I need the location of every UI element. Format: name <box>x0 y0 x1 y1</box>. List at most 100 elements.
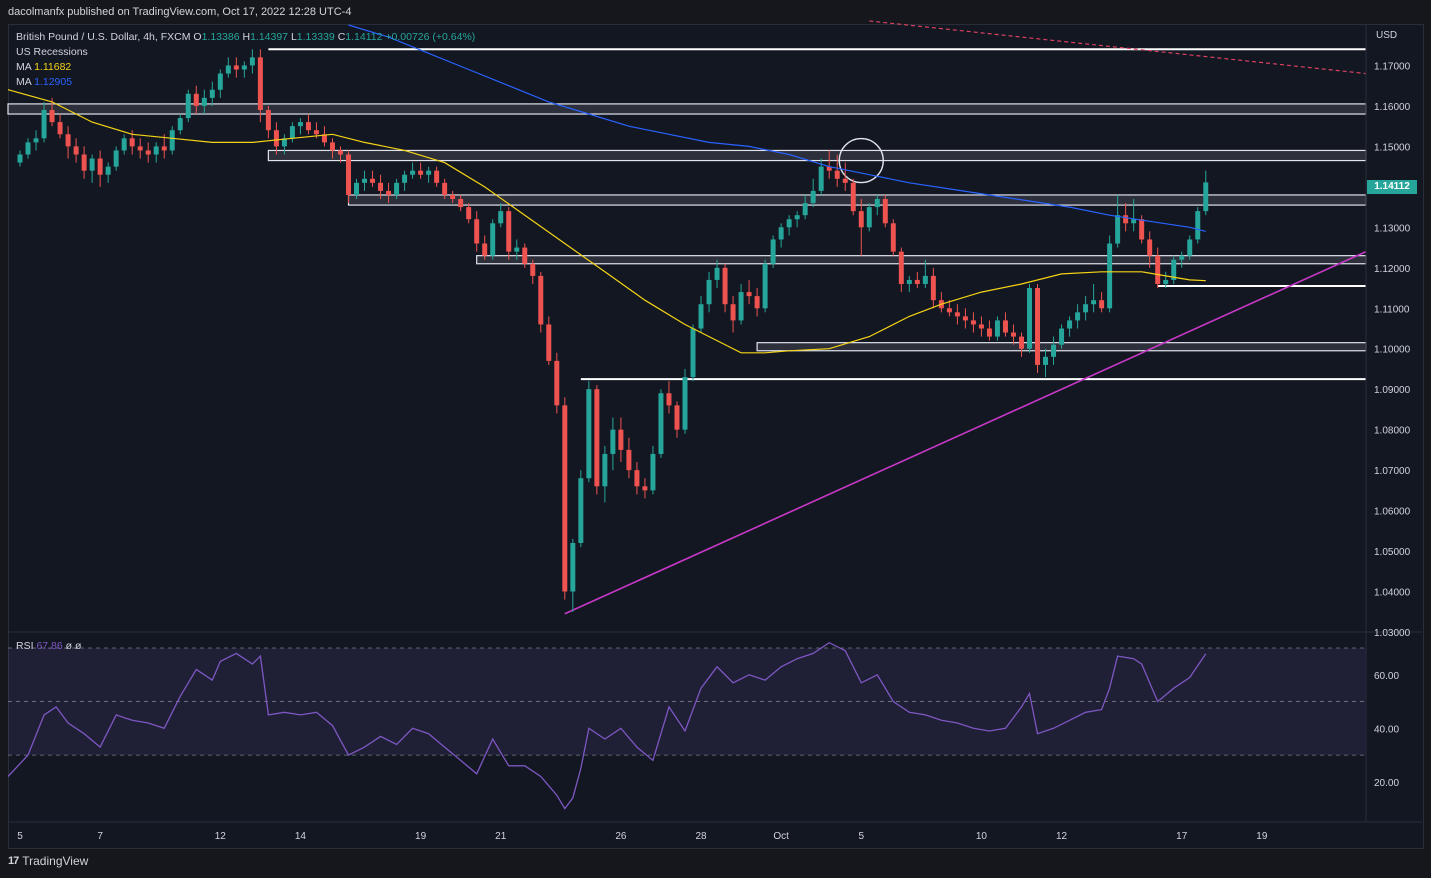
candle <box>778 223 784 248</box>
candle <box>233 57 239 78</box>
y-tick-label: 1.04000 <box>1374 588 1411 599</box>
candle <box>1027 283 1032 353</box>
candle-body <box>410 170 416 175</box>
highlight-circle <box>838 137 884 184</box>
moving-averages <box>7 24 1206 354</box>
candle-body <box>802 203 808 216</box>
candle-body <box>914 279 920 284</box>
candle-body <box>1171 259 1177 280</box>
candle <box>938 292 944 313</box>
candle-body <box>570 542 576 592</box>
candle <box>297 118 303 135</box>
candle-body <box>1035 288 1040 365</box>
candle <box>1059 324 1065 349</box>
footer-brand[interactable]: 17 TradingView <box>8 854 88 868</box>
candle <box>994 316 1000 341</box>
candle-body <box>1187 239 1193 256</box>
sr-levels <box>268 48 1366 381</box>
candle-body <box>33 138 39 143</box>
candle <box>81 146 87 179</box>
legend-open-label: O <box>193 31 202 43</box>
legend-change: +0.00726 (+0.64%) <box>385 31 476 43</box>
candle <box>586 381 592 483</box>
legend-recessions[interactable]: US Recessions <box>16 46 88 58</box>
candle <box>289 122 295 143</box>
rsi-label: RSI <box>16 640 34 652</box>
candle <box>1107 235 1113 313</box>
candle <box>1115 194 1121 248</box>
candle-body <box>137 146 143 151</box>
candle <box>714 259 720 289</box>
candle <box>874 194 880 216</box>
last-price-tag: 1.14112 <box>1367 180 1417 194</box>
y-tick-label: 1.12000 <box>1374 264 1411 275</box>
candle <box>802 194 808 220</box>
candle <box>794 211 800 228</box>
candle-body <box>153 146 159 155</box>
candle-body <box>762 263 768 309</box>
candle <box>33 130 39 151</box>
candle-body <box>746 292 752 297</box>
candles <box>17 49 1209 612</box>
candle-body <box>81 154 87 171</box>
legend-ma-yellow[interactable]: MA 1.11682 <box>16 61 71 73</box>
candle-body <box>858 211 864 228</box>
candle <box>362 170 368 191</box>
candle-body <box>890 223 896 252</box>
candle-body <box>329 142 335 151</box>
candle-body <box>674 405 680 430</box>
candle <box>762 259 768 313</box>
candle-body <box>946 308 952 313</box>
candle-body <box>482 243 488 256</box>
candle-body <box>522 247 528 264</box>
x-tick-label: Oct <box>773 831 789 842</box>
candle-body <box>225 65 231 74</box>
candle <box>97 150 103 187</box>
candle-body <box>57 122 63 135</box>
candle <box>257 49 263 123</box>
y-tick-label: 1.05000 <box>1374 547 1411 558</box>
candle-body <box>1131 219 1137 224</box>
candle-body <box>73 146 79 155</box>
candle-body <box>426 170 432 175</box>
candle <box>1147 231 1153 268</box>
rsi-legend[interactable]: RSI 67.86 ø ø <box>16 640 81 652</box>
candle-body <box>906 279 912 284</box>
candle-body <box>986 328 992 337</box>
candle-body <box>1107 243 1113 309</box>
candle <box>241 61 247 78</box>
candle-body <box>778 227 784 240</box>
candle-body <box>241 65 247 70</box>
candle <box>161 134 167 159</box>
legend-ma-blue[interactable]: MA 1.12905 <box>16 76 72 88</box>
candle-body <box>1115 215 1121 244</box>
candle-body <box>193 93 199 106</box>
candle <box>730 296 736 333</box>
candle <box>706 271 712 313</box>
candle-body <box>113 150 119 167</box>
candle-body <box>1010 332 1016 337</box>
rsi-line <box>7 641 1207 810</box>
candle-body <box>562 405 568 592</box>
candle <box>201 89 207 115</box>
candle-body <box>1139 219 1145 240</box>
candle <box>378 174 384 200</box>
candle-body <box>618 429 624 450</box>
candle <box>906 275 912 293</box>
legend-close-label: C <box>337 31 346 43</box>
candle-body <box>490 223 496 256</box>
x-tick-label: 12 <box>1056 831 1068 842</box>
candle-body <box>1002 320 1008 333</box>
candle <box>954 304 960 325</box>
chart-frame[interactable] <box>8 24 1424 849</box>
candle <box>866 203 872 232</box>
candle-body <box>978 324 984 329</box>
candle <box>666 381 672 414</box>
candle-body <box>1067 320 1073 329</box>
candle <box>1187 235 1193 260</box>
candle <box>746 279 752 305</box>
candle <box>922 259 928 289</box>
candle <box>305 114 311 135</box>
candle-body <box>930 275 936 301</box>
